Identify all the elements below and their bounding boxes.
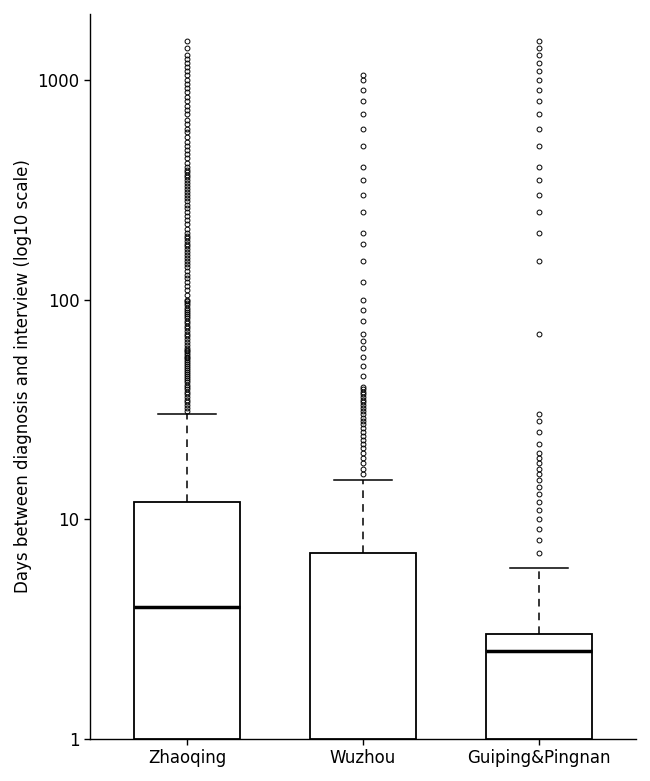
Bar (486, 634, 592, 739)
Y-axis label: Days between diagnosis and interview (log10 scale): Days between diagnosis and interview (lo… (14, 159, 32, 594)
Bar (310, 553, 416, 739)
Bar (134, 501, 240, 739)
